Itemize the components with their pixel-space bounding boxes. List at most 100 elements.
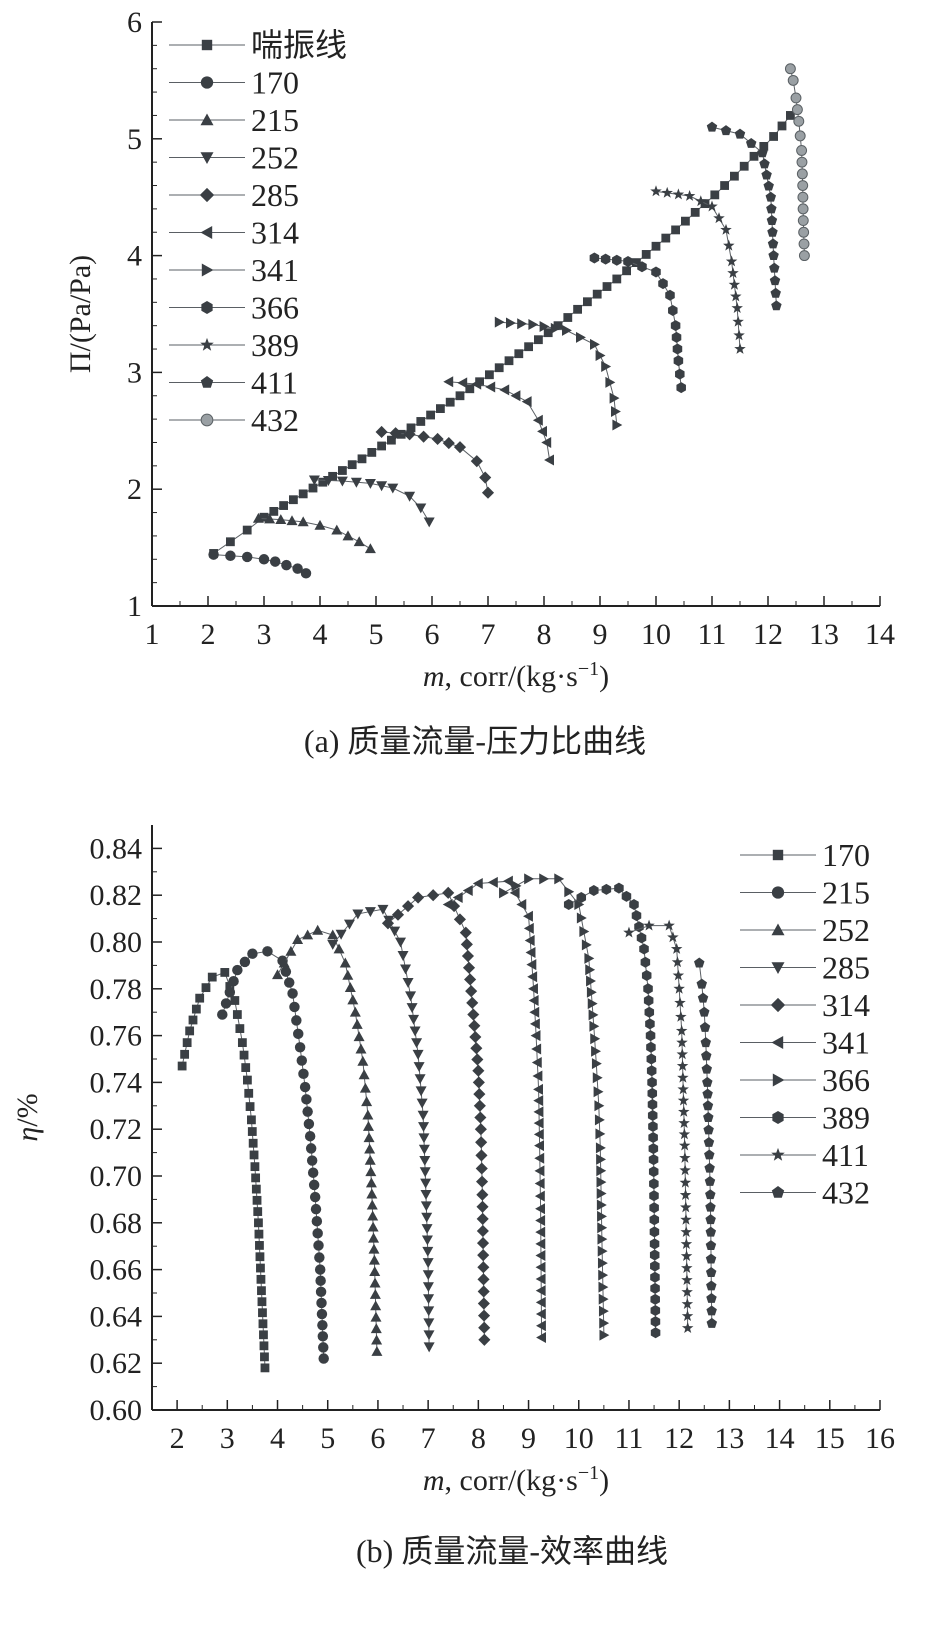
legend-label: 215: [822, 875, 870, 911]
data-point: [455, 391, 465, 401]
series-line: [258, 517, 371, 550]
data-point: [713, 212, 725, 224]
data-point: [622, 266, 631, 276]
data-point: [259, 1341, 269, 1351]
data-point: [553, 321, 563, 331]
data-point: [537, 425, 547, 437]
x-tick-label: 7: [421, 1422, 436, 1455]
data-point: [468, 1019, 481, 1032]
data-point: [294, 1042, 306, 1053]
x-axis-title-text: , corr/(kg·s: [445, 1464, 578, 1497]
data-point: [470, 455, 483, 468]
series-341: [442, 875, 547, 1343]
data-point: [534, 1190, 545, 1202]
x-tick-label: 8: [471, 1422, 486, 1455]
series-252: [308, 475, 435, 528]
y-tick-label: 0.80: [90, 926, 143, 959]
data-point: [342, 530, 354, 541]
data-point: [516, 899, 527, 911]
data-point: [701, 1050, 712, 1061]
x-tick-label: 13: [714, 1422, 744, 1455]
data-point: [677, 1071, 689, 1083]
data-point: [535, 1203, 546, 1215]
data-point: [478, 1333, 491, 1346]
data-point: [420, 1201, 432, 1212]
x-axis-title-var: m: [423, 660, 445, 693]
data-point: [413, 1062, 425, 1072]
data-point: [600, 253, 611, 265]
data-point: [543, 328, 553, 338]
series-366: [589, 252, 686, 394]
data-point: [535, 1273, 546, 1285]
data-point: [327, 939, 339, 950]
data-point: [690, 207, 700, 217]
data-point: [400, 964, 412, 975]
data-point: [681, 1298, 694, 1310]
data-point: [676, 1048, 689, 1060]
legend-label: 170: [822, 837, 870, 873]
data-point: [670, 320, 681, 332]
data-point: [251, 1173, 261, 1183]
series-314: [443, 376, 554, 466]
data-point: [317, 1319, 328, 1331]
data-point: [766, 215, 778, 226]
data-point: [442, 437, 455, 450]
data-point: [629, 899, 639, 911]
data-point: [292, 563, 303, 574]
x-tick-label: 13: [809, 618, 839, 651]
data-point: [344, 982, 356, 993]
data-point: [645, 1030, 656, 1042]
data-point: [318, 477, 328, 487]
data-point: [365, 1166, 377, 1177]
data-point: [426, 410, 435, 420]
data-point: [465, 384, 475, 394]
data-point: [798, 250, 810, 262]
data-point: [710, 190, 720, 200]
series-170: [208, 549, 312, 579]
data-point: [509, 887, 520, 899]
x-axis-title-text: , corr/(kg·s: [445, 660, 578, 693]
data-point: [681, 1274, 693, 1286]
data-point: [797, 180, 809, 191]
data-point: [485, 381, 496, 393]
legend-label: 252: [251, 140, 299, 176]
data-point: [787, 74, 799, 86]
data-point: [412, 891, 425, 904]
data-point: [317, 1331, 329, 1342]
legend-label: 341: [822, 1025, 870, 1061]
data-point: [650, 1293, 660, 1305]
data-point: [598, 1305, 609, 1317]
x-tick-label: 15: [815, 1422, 845, 1455]
data-point: [423, 1342, 435, 1353]
data-point: [585, 964, 596, 976]
y-axis-title: η/%: [11, 1093, 44, 1141]
data-point: [637, 261, 647, 273]
data-point: [797, 203, 809, 215]
data-point: [680, 1201, 692, 1213]
data-point: [705, 1240, 717, 1251]
data-point: [649, 1178, 659, 1190]
data-point: [640, 956, 651, 968]
data-point: [308, 483, 318, 493]
data-point: [285, 945, 297, 956]
data-point: [419, 1167, 431, 1178]
data-point: [678, 1105, 690, 1117]
data-point: [296, 1055, 308, 1066]
legend-marker: [201, 301, 213, 314]
data-point: [316, 1308, 328, 1320]
data-point: [300, 568, 312, 579]
data-point: [182, 1038, 192, 1048]
data-point: [406, 1003, 418, 1014]
data-point: [292, 934, 304, 945]
x-axis-title-sup: −1: [578, 658, 599, 680]
data-point: [535, 1308, 546, 1320]
data-point: [611, 406, 621, 418]
data-point: [599, 1317, 610, 1329]
data-point: [598, 1281, 609, 1293]
data-point: [702, 1088, 713, 1099]
data-point: [269, 506, 279, 516]
data-point: [280, 966, 292, 977]
data-point: [291, 1015, 302, 1026]
data-point: [595, 1128, 606, 1140]
data-point: [650, 1327, 661, 1339]
